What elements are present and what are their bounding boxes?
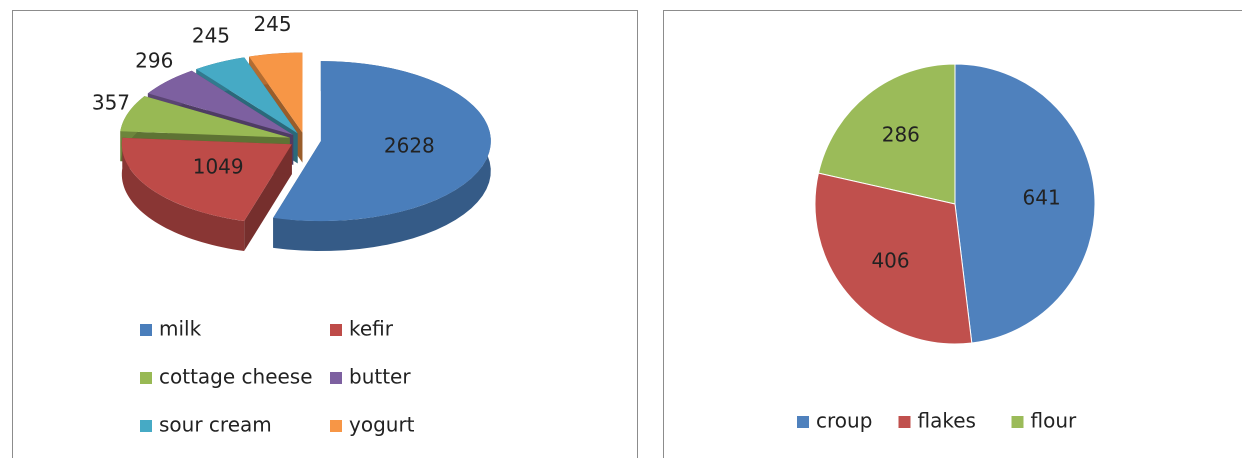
data-label: 296 xyxy=(135,48,173,72)
legend-label: yogurt xyxy=(349,413,415,437)
legend-swatch xyxy=(140,324,152,336)
legend-swatch xyxy=(330,372,342,384)
legend-swatch xyxy=(330,420,342,432)
legend-swatch xyxy=(1011,416,1024,428)
legend-swatch xyxy=(140,420,152,432)
data-label: 245 xyxy=(253,12,291,36)
data-label: 1049 xyxy=(193,155,244,179)
legend-swatch xyxy=(797,416,809,428)
pie-slice xyxy=(121,137,292,222)
legend-label: cottage cheese xyxy=(159,365,313,389)
data-label: 641 xyxy=(1023,185,1061,209)
data-label: 357 xyxy=(92,91,130,115)
legend-label: flour xyxy=(1031,409,1078,433)
legend-label: butter xyxy=(349,365,411,389)
pie-slice xyxy=(273,61,491,222)
data-label: 2628 xyxy=(384,134,435,158)
legend-label: milk xyxy=(159,317,202,341)
data-label: 286 xyxy=(882,123,920,147)
pie-slice xyxy=(249,52,303,133)
legend-swatch xyxy=(898,416,911,428)
legend-label: croup xyxy=(816,409,872,433)
pie-slice xyxy=(196,57,298,134)
legend-swatch xyxy=(330,324,342,336)
legend-swatch xyxy=(140,372,152,384)
pie-slice xyxy=(120,96,290,138)
data-label: 245 xyxy=(192,24,230,48)
pie-slice xyxy=(147,70,294,135)
pie-slice xyxy=(814,172,973,345)
pie-slice xyxy=(817,63,956,205)
slice-wall xyxy=(121,137,245,252)
legend-label: sour cream xyxy=(159,413,272,437)
pie-slice xyxy=(954,63,1096,344)
legend-label: flakes xyxy=(918,409,976,433)
data-label: 406 xyxy=(871,249,909,273)
legend-label: kefir xyxy=(349,317,394,341)
